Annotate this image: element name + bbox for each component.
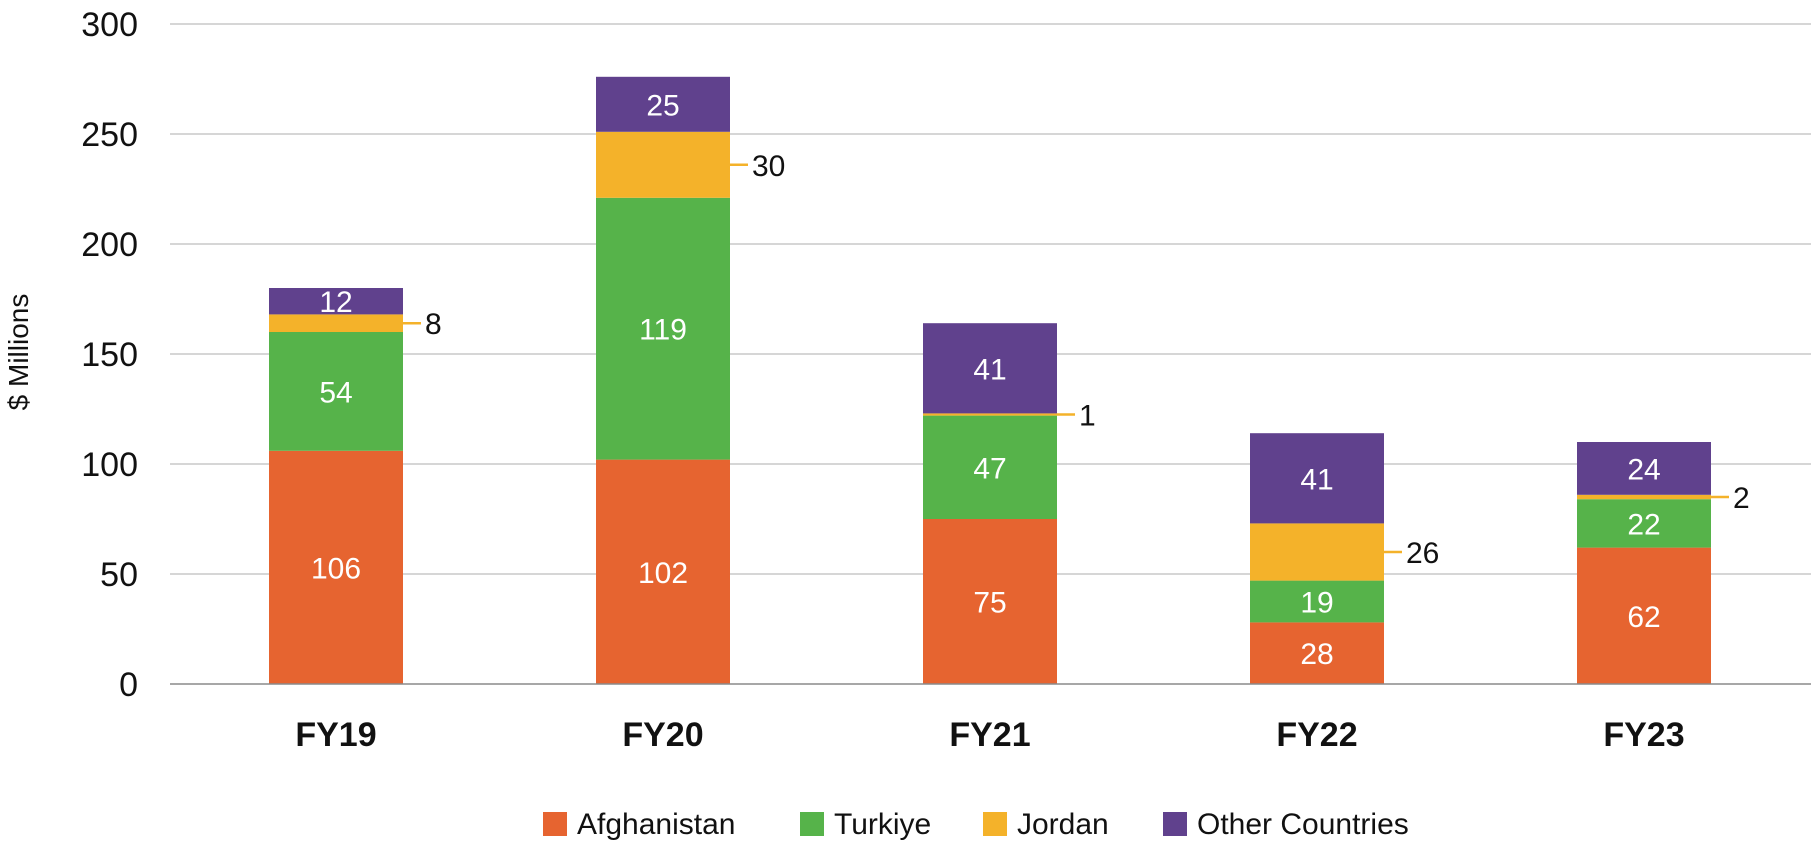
bar-segment-other-countries-fy20 xyxy=(596,76,730,132)
data-label: 12 xyxy=(319,286,352,319)
y-tick-label: 200 xyxy=(81,226,138,264)
bar-segment-turkiye-fy21 xyxy=(923,415,1057,519)
legend-label: Jordan xyxy=(1017,808,1109,841)
data-label: 26 xyxy=(1406,537,1439,570)
legend-label: Afghanistan xyxy=(577,808,735,841)
y-axis-ticks: 0 50 100 150 200 250 300 xyxy=(81,6,138,704)
bar-segment-afghanistan-fy20 xyxy=(596,459,730,684)
data-label: 22 xyxy=(1627,508,1660,541)
data-label: 25 xyxy=(646,89,679,122)
x-axis-ticks: FY19 FY20 FY21 FY22 FY23 xyxy=(295,716,1684,754)
bar-segment-other-countries-fy23 xyxy=(1577,442,1711,495)
data-label: 62 xyxy=(1627,601,1660,634)
legend-label: Turkiye xyxy=(834,808,931,841)
bar-segment-turkiye-fy20 xyxy=(596,197,730,460)
bar-segment-turkiye-fy19 xyxy=(269,332,403,451)
data-label: 1 xyxy=(1079,400,1096,433)
data-label: 24 xyxy=(1627,453,1660,486)
data-label: 2 xyxy=(1733,482,1750,515)
x-tick-label: FY22 xyxy=(1276,716,1357,754)
legend-swatch xyxy=(983,812,1007,836)
legend-swatch xyxy=(1163,812,1187,836)
bar-segment-other-countries-fy22 xyxy=(1250,433,1384,524)
y-axis-title: $ Millions xyxy=(3,294,34,411)
data-label: 30 xyxy=(752,150,785,183)
data-label: 54 xyxy=(319,376,352,409)
bar-segment-afghanistan-fy21 xyxy=(923,519,1057,684)
bar-segment-jordan-fy21 xyxy=(923,413,1057,416)
y-tick-label: 50 xyxy=(100,556,138,594)
y-tick-label: 250 xyxy=(81,116,138,154)
data-label: 106 xyxy=(311,552,361,585)
bar-segment-other-countries-fy19 xyxy=(269,288,403,315)
data-label: 19 xyxy=(1300,587,1333,620)
bar-segment-jordan-fy19 xyxy=(269,314,403,332)
bar-segment-jordan-fy22 xyxy=(1250,523,1384,581)
data-label: 8 xyxy=(425,308,442,341)
legend-swatch xyxy=(543,812,567,836)
bar-segment-turkiye-fy23 xyxy=(1577,499,1711,548)
data-label: 119 xyxy=(639,314,687,347)
y-tick-label: 300 xyxy=(81,6,138,44)
legend: Afghanistan Turkiye Jordan Other Countries xyxy=(543,808,1409,841)
bar-segment-afghanistan-fy23 xyxy=(1577,547,1711,684)
data-label: 28 xyxy=(1300,638,1333,671)
bar-segment-afghanistan-fy22 xyxy=(1250,622,1384,684)
legend-swatch xyxy=(800,812,824,836)
y-tick-label: 150 xyxy=(81,336,138,374)
y-tick-label: 0 xyxy=(119,666,138,704)
data-label: 41 xyxy=(973,353,1006,386)
x-tick-label: FY20 xyxy=(622,716,703,754)
bar-segment-afghanistan-fy19 xyxy=(269,450,403,684)
data-label: 41 xyxy=(1300,463,1333,496)
x-tick-label: FY23 xyxy=(1603,716,1684,754)
bar-segment-turkiye-fy22 xyxy=(1250,580,1384,623)
data-label: 75 xyxy=(973,587,1006,620)
x-tick-label: FY21 xyxy=(949,716,1030,754)
bar-segment-jordan-fy23 xyxy=(1577,494,1711,500)
x-tick-label: FY19 xyxy=(295,716,376,754)
y-tick-label: 100 xyxy=(81,446,138,484)
legend-label: Other Countries xyxy=(1197,808,1409,841)
bar-segment-jordan-fy20 xyxy=(596,131,730,198)
bar-segment-other-countries-fy21 xyxy=(923,323,1057,414)
data-label: 47 xyxy=(973,452,1006,485)
data-label: 102 xyxy=(638,557,688,590)
